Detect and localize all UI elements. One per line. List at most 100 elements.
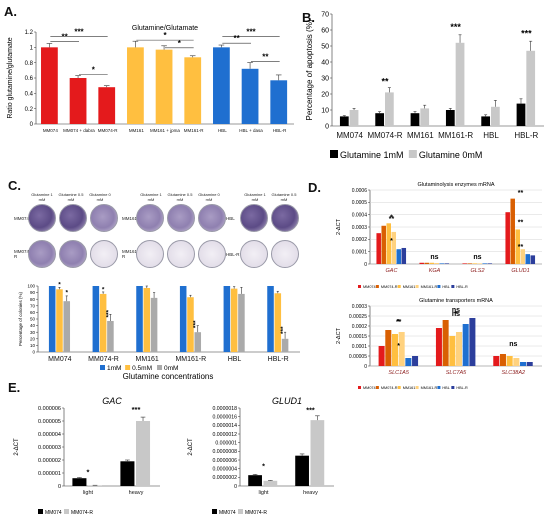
chart-bar — [248, 475, 262, 486]
y-tick-label: 0.000006 — [38, 406, 61, 412]
chart-bar — [349, 110, 359, 126]
cell-line-label: HBL — [226, 215, 235, 221]
chart-bar — [513, 358, 520, 366]
y-tick-label: 0.0000006 — [212, 458, 237, 464]
legend-swatch — [38, 509, 43, 514]
legend-label: MM161 — [403, 285, 416, 289]
legend-swatch — [100, 365, 105, 370]
y-tick-label: 0.0000012 — [212, 432, 237, 438]
significance-marker: ** — [389, 216, 395, 223]
chart-bar — [69, 78, 87, 124]
x-tick-label: heavy — [129, 490, 144, 496]
legend-label: MM074-R — [245, 510, 267, 516]
legend-label: HBL-R — [456, 285, 468, 289]
y-tick-label: 0.0003 — [352, 304, 368, 310]
chart-bar — [385, 92, 394, 126]
legend-swatch — [408, 150, 417, 158]
x-tick-label: MM161-R — [438, 131, 473, 140]
colony-dish — [90, 204, 118, 232]
panel-label-e: E. — [8, 380, 21, 395]
significance-marker: ** — [381, 76, 389, 86]
chart-bar — [385, 330, 392, 366]
chart-bar — [295, 455, 309, 486]
panel-label-d: D. — [308, 180, 321, 195]
chart-bar — [434, 263, 440, 264]
significance-marker: ns — [430, 254, 438, 261]
significance-marker: * — [65, 290, 68, 297]
chart-bar — [386, 223, 391, 264]
x-tick-label: HBL-R — [273, 128, 287, 133]
legend-swatch — [397, 285, 401, 288]
chart-bar — [520, 249, 526, 264]
legend-swatch — [125, 365, 131, 370]
legend-swatch — [358, 285, 361, 288]
y-tick-label: 60 — [321, 27, 329, 34]
x-tick-label: MM161 — [135, 356, 158, 363]
y-axis-label: Percentage of apoptosis (%) — [305, 19, 314, 120]
chart-bar — [398, 332, 405, 366]
significance-marker: ** — [234, 34, 241, 43]
dish-row-mm074-r: MM074-R — [14, 240, 121, 268]
legend-swatch — [415, 386, 419, 389]
chart-bar — [419, 262, 424, 264]
legend-label: MM074-R — [71, 510, 93, 516]
chart-bar — [456, 332, 463, 366]
x-tick-label: MM074 — [48, 356, 71, 363]
y-tick-label: 0.0000018 — [212, 406, 237, 412]
y-axis-label: 2-ΔCT — [188, 438, 194, 456]
chart-bar — [462, 324, 469, 366]
x-tick-label: MM074 + dabra — [63, 128, 95, 133]
y-tick-label: 0 — [234, 484, 237, 490]
chart-title: GLUD1 — [272, 396, 302, 406]
y-tick-label: 40 — [321, 59, 329, 66]
y-tick-label: 0.0000016 — [212, 414, 237, 420]
y-tick-label: 40 — [30, 323, 36, 328]
chart-bar — [339, 116, 349, 126]
significance-marker: ns — [509, 341, 517, 348]
dish-row-hbl: HBL — [226, 204, 302, 232]
significance-marker: ** — [62, 33, 69, 42]
x-tick-label: light — [83, 490, 94, 496]
x-tick-label: MM161 — [407, 131, 434, 140]
condition-label: Glutamine 0.5 mM — [271, 192, 297, 202]
chart-title: Glutamine transporters mRNA — [419, 298, 493, 304]
significance-marker: * — [262, 462, 265, 471]
chart-bar — [424, 262, 429, 264]
x-tick-label: HBL-R — [514, 131, 538, 140]
y-tick-label: 50 — [30, 317, 36, 322]
y-tick-label: 80 — [30, 297, 36, 302]
y-tick-label: 1 — [30, 45, 34, 51]
x-tick-label: MM074 — [43, 128, 59, 133]
colony-images: Glutamine 1 mM Glutamine 0.5 mM Glutamin… — [14, 192, 304, 296]
x-axis-label: Glutamine concentrations — [123, 372, 214, 380]
y-tick-label: 0.0001 — [352, 249, 368, 255]
y-tick-label: 0 — [364, 262, 367, 268]
y-axis-label: 2-ΔCT — [336, 218, 342, 235]
chart-bar — [263, 480, 278, 486]
chart-bar — [230, 288, 238, 352]
chart-bar — [281, 338, 289, 352]
dish-row-mm074: MM074 — [14, 204, 121, 232]
y-tick-label: 0.00025 — [349, 314, 367, 320]
legend-label: MM074 — [219, 510, 236, 516]
y-tick-label: 0.00005 — [349, 354, 367, 360]
chart-bar — [435, 328, 442, 366]
y-tick-label: 0.00015 — [349, 334, 367, 340]
x-tick-label: heavy — [303, 490, 318, 496]
y-tick-label: 50 — [321, 43, 329, 50]
condition-label: Glutamine 0 mM — [89, 192, 111, 202]
chart-bar — [469, 318, 476, 366]
y-tick-label: 0.0004 — [352, 212, 368, 218]
legend-swatch — [375, 285, 379, 288]
significance-marker: *** — [246, 27, 256, 36]
y-tick-label: 0.0003 — [352, 225, 368, 231]
significance-marker: *** — [521, 28, 532, 38]
legend-label: MM074 — [45, 510, 62, 516]
panel-label-c: C. — [8, 178, 21, 193]
chart-bar — [92, 286, 100, 352]
chart-bar — [241, 68, 259, 124]
significance-marker: * — [92, 66, 96, 75]
chart-d-transporters: Glutamine transporters mRNA 0 0.00005 0.000… — [336, 298, 542, 390]
chart-bar — [481, 116, 491, 126]
significance-marker: * — [163, 31, 167, 40]
